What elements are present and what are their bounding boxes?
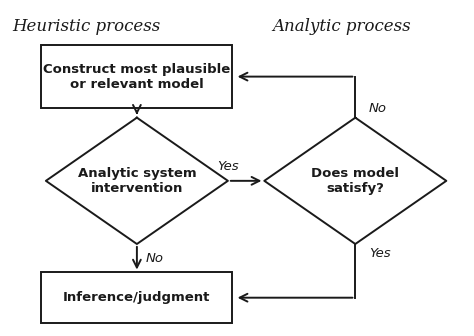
Text: No: No <box>146 252 164 265</box>
Polygon shape <box>46 118 228 244</box>
FancyBboxPatch shape <box>41 45 232 108</box>
Text: Analytic system
intervention: Analytic system intervention <box>78 167 196 195</box>
Text: Analytic process: Analytic process <box>273 18 411 35</box>
Text: Yes: Yes <box>217 160 239 173</box>
Text: Inference/judgment: Inference/judgment <box>63 291 210 304</box>
FancyBboxPatch shape <box>41 272 232 323</box>
Text: Heuristic process: Heuristic process <box>13 18 161 35</box>
Text: Does model
satisfy?: Does model satisfy? <box>311 167 399 195</box>
Text: Yes: Yes <box>369 247 391 260</box>
Text: No: No <box>369 101 387 115</box>
Text: Construct most plausible
or relevant model: Construct most plausible or relevant mod… <box>43 62 230 91</box>
Polygon shape <box>264 118 447 244</box>
